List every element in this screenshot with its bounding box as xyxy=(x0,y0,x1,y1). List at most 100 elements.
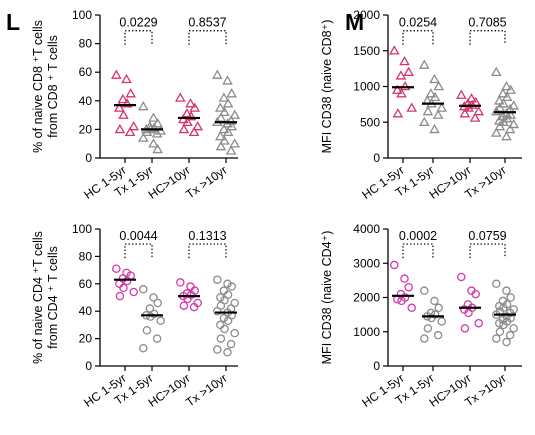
data-point xyxy=(397,296,406,306)
p-value-label: 0.7085 xyxy=(468,16,506,30)
data-point xyxy=(213,306,222,316)
data-point xyxy=(423,324,433,333)
data-point xyxy=(505,84,517,94)
data-point xyxy=(490,66,502,76)
y-tick-label: 0 xyxy=(85,151,92,165)
data-point xyxy=(121,73,132,84)
data-point xyxy=(219,135,230,145)
data-point xyxy=(473,106,485,116)
data-point xyxy=(492,279,501,289)
data-point xyxy=(403,66,415,76)
y-tick-label: 0 xyxy=(373,359,380,373)
data-point xyxy=(137,101,149,111)
data-point xyxy=(429,73,440,84)
data-point xyxy=(152,334,162,343)
data-point xyxy=(112,264,121,273)
data-point xyxy=(463,102,474,112)
data-point xyxy=(501,113,513,123)
data-point xyxy=(139,285,148,294)
y-tick-label: 80 xyxy=(79,37,93,51)
data-point xyxy=(220,324,229,334)
x-category-label: HC>10yr xyxy=(146,163,193,202)
data-point xyxy=(192,121,204,131)
y-tick-label: 20 xyxy=(79,332,93,346)
y-axis-label: % of naive CD4 ⁺T cells xyxy=(31,231,45,364)
data-point xyxy=(388,45,400,55)
data-point xyxy=(499,320,508,330)
comparison-bracket xyxy=(469,30,506,45)
data-point xyxy=(229,109,241,119)
y-tick-label: 4000 xyxy=(353,222,380,236)
data-point xyxy=(213,275,222,284)
data-point xyxy=(152,118,164,128)
data-point xyxy=(227,282,236,291)
data-point xyxy=(469,112,481,122)
data-point xyxy=(110,69,122,79)
data-point xyxy=(223,348,232,357)
data-point xyxy=(406,102,418,112)
p-value-label: 0.0229 xyxy=(119,16,157,30)
data-point xyxy=(115,279,124,289)
data-point xyxy=(223,316,233,326)
data-point xyxy=(498,98,509,108)
x-category-label: Tx >10yr xyxy=(183,371,230,409)
data-point xyxy=(226,88,238,98)
data-point xyxy=(391,84,403,94)
data-point xyxy=(396,88,407,98)
data-point xyxy=(119,283,128,293)
data-point xyxy=(145,304,155,313)
data-point xyxy=(222,75,233,85)
data-point xyxy=(186,282,195,291)
data-point xyxy=(501,91,513,102)
data-point xyxy=(185,98,196,108)
y-tick-label: 500 xyxy=(360,115,380,129)
data-point xyxy=(215,141,227,151)
data-point xyxy=(495,318,504,328)
data-point xyxy=(505,330,515,340)
data-point xyxy=(137,132,149,142)
data-point xyxy=(213,345,222,354)
data-point xyxy=(182,116,193,127)
data-point xyxy=(399,80,411,91)
data-point xyxy=(149,293,158,302)
data-point xyxy=(460,324,470,333)
data-point xyxy=(437,317,446,326)
y-tick-label: 100 xyxy=(72,8,92,22)
data-point xyxy=(216,320,225,330)
data-point xyxy=(181,108,193,118)
y-tick-label: 2000 xyxy=(353,291,380,305)
y-axis-label: MFI CD38 (naive CD8⁺) xyxy=(320,20,334,154)
data-point xyxy=(497,88,509,98)
data-point xyxy=(407,303,416,313)
data-point xyxy=(122,276,132,286)
data-point xyxy=(495,327,505,336)
data-point xyxy=(151,128,163,138)
x-category-label: HC>10yr xyxy=(146,371,193,410)
data-point xyxy=(218,92,230,102)
data-point xyxy=(185,111,197,121)
y-tick-label: 60 xyxy=(79,277,93,291)
data-point xyxy=(505,109,517,119)
data-point xyxy=(219,286,229,295)
data-point xyxy=(502,286,511,295)
data-point xyxy=(121,98,133,108)
comparison-bracket xyxy=(124,30,153,45)
data-point xyxy=(502,337,511,347)
data-point xyxy=(459,108,471,118)
data-point xyxy=(114,123,126,134)
p-value-label: 0.0044 xyxy=(119,229,157,243)
data-point xyxy=(495,301,504,311)
data-point xyxy=(219,106,230,117)
data-point xyxy=(128,121,140,131)
data-point xyxy=(433,330,443,340)
data-point xyxy=(148,138,159,148)
data-point xyxy=(433,80,445,91)
comparison-bracket xyxy=(188,30,227,45)
data-point xyxy=(429,91,441,102)
data-point xyxy=(418,59,430,69)
y-tick-label: 0 xyxy=(85,359,92,373)
y-axis-label: from CD8 ⁺ T cells xyxy=(46,35,60,138)
data-point xyxy=(492,334,501,343)
data-point xyxy=(142,326,152,335)
